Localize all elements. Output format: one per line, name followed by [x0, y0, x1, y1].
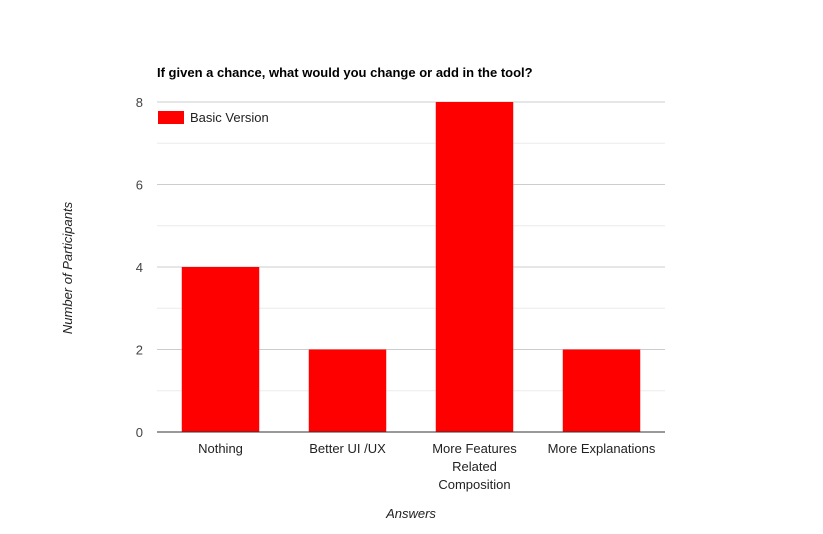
x-axis-categories: Nothing Better UI /UX More Features Related… — [198, 441, 656, 492]
legend: Basic Version — [158, 110, 269, 125]
bar — [181, 267, 260, 432]
y-axis-ticks: 0 2 4 6 8 — [136, 95, 143, 440]
y-tick-label: 6 — [136, 178, 143, 193]
bar — [435, 102, 514, 432]
y-tick-label: 2 — [136, 343, 143, 358]
x-category-label: Better UI /UX — [309, 441, 386, 456]
bar — [562, 349, 641, 432]
bar — [308, 349, 387, 432]
y-axis-title: Number of Participants — [60, 201, 75, 334]
y-tick-label: 0 — [136, 425, 143, 440]
legend-swatch — [158, 111, 184, 124]
x-category-label: More Features Related Composition — [432, 441, 517, 492]
x-category-label: Nothing — [198, 441, 243, 456]
chart-title: If given a chance, what would you change… — [157, 65, 533, 80]
bars — [181, 102, 641, 432]
y-tick-label: 8 — [136, 95, 143, 110]
legend-label: Basic Version — [190, 110, 269, 125]
y-tick-label: 4 — [136, 260, 143, 275]
x-axis-title: Answers — [385, 506, 436, 521]
x-category-label: More Explanations — [548, 441, 656, 456]
